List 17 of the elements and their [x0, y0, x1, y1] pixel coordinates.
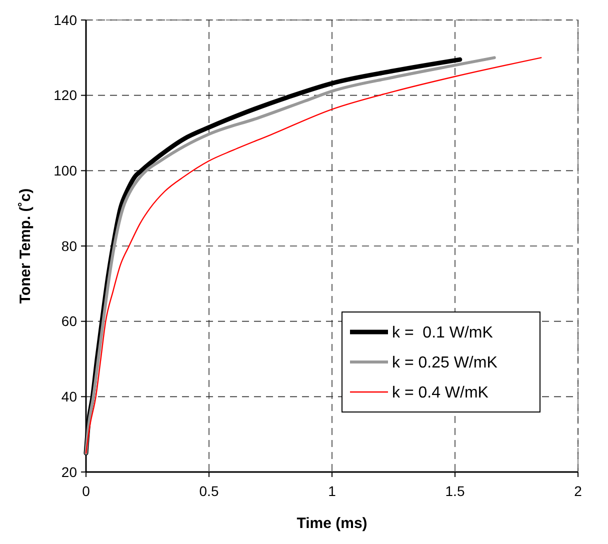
y-tick-label: 40	[61, 388, 78, 405]
x-tick-label: 1	[328, 483, 336, 499]
x-axis-title: Time (ms)	[296, 515, 368, 532]
y-tick-label: 20	[61, 464, 78, 480]
x-tick-label: 0	[82, 483, 90, 499]
y-tick-label: 60	[61, 313, 78, 330]
x-tick-label: 1.5	[445, 483, 465, 499]
y-tick-label: 100	[54, 162, 78, 179]
x-tick-label: 2	[574, 483, 582, 499]
legend-label: k = 0.25 W/mK	[392, 354, 498, 372]
y-tick-label: 140	[54, 12, 78, 28]
y-tick-label: 80	[61, 238, 78, 254]
legend-label: k = 0.4 W/mK	[392, 384, 489, 402]
x-tick-label: 0.5	[199, 483, 219, 499]
y-axis-title: Toner Temp. (˚c)	[17, 188, 34, 304]
y-tick-label: 120	[54, 87, 78, 104]
legend-label: k = 0.1 W/mK	[392, 324, 494, 342]
